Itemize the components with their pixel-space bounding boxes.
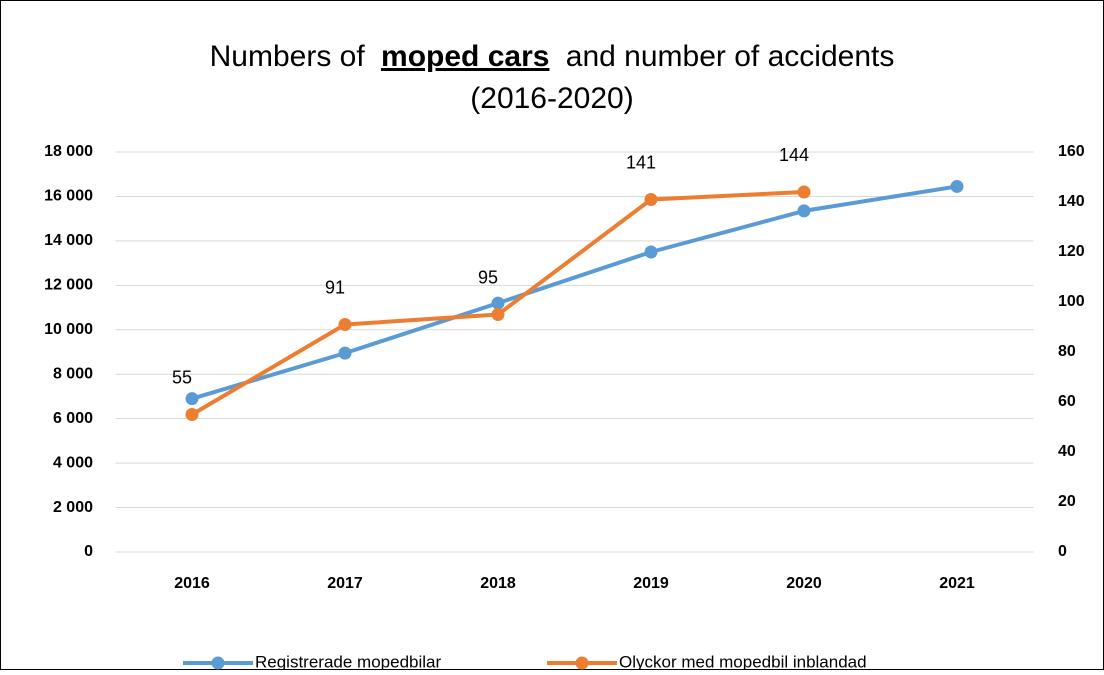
chart-subtitle: (2016-2020) xyxy=(470,82,633,115)
y-tick-label: 18 000 xyxy=(44,143,93,160)
marker xyxy=(797,185,811,199)
series-line xyxy=(191,184,958,401)
legend-label: Olyckor med mopedbil inblandad xyxy=(619,652,867,670)
y-tick-label: 2 000 xyxy=(53,499,93,516)
y-tick-label: 0 xyxy=(84,543,93,560)
y2-tick-label: 60 xyxy=(1058,393,1076,410)
y-tick-label: 4 000 xyxy=(53,454,93,471)
y2-tick-label: 80 xyxy=(1058,343,1076,360)
x-tick-label: 2017 xyxy=(327,575,363,592)
data-label: 91 xyxy=(325,277,345,297)
data-label: 144 xyxy=(779,145,809,165)
marker xyxy=(185,392,199,406)
chart-title: Numbers of moped cars and number of acci… xyxy=(210,40,895,73)
marker xyxy=(338,318,352,331)
title-emphasis: moped cars xyxy=(381,40,549,73)
y2-tick-label: 0 xyxy=(1058,543,1067,560)
title-part: Numbers of xyxy=(210,40,366,73)
marker xyxy=(797,204,811,218)
y-tick-label: 14 000 xyxy=(44,232,93,249)
x-tick-label: 2016 xyxy=(174,575,210,592)
x-tick-label: 2021 xyxy=(939,575,975,592)
y2-tick-label: 160 xyxy=(1058,143,1085,160)
y-tick-label: 6 000 xyxy=(53,410,93,427)
y2-tick-label: 40 xyxy=(1058,443,1076,460)
marker xyxy=(185,408,199,421)
x-tick-label: 2019 xyxy=(633,575,669,592)
marker xyxy=(491,296,505,310)
y2-tick-label: 140 xyxy=(1058,193,1085,210)
x-tick-label: 2020 xyxy=(786,575,822,592)
y2-tick-label: 20 xyxy=(1058,493,1076,510)
y-tick-label: 12 000 xyxy=(44,277,93,294)
legend-marker xyxy=(575,656,589,670)
y-tick-label: 8 000 xyxy=(53,365,93,382)
legend-marker xyxy=(211,656,225,670)
marker xyxy=(644,245,658,259)
data-label: 95 xyxy=(478,267,498,287)
y-tick-label: 16 000 xyxy=(44,188,93,205)
y-tick-label: 10 000 xyxy=(44,321,93,338)
data-label: 55 xyxy=(172,367,192,387)
marker xyxy=(491,308,505,321)
x-tick-label: 2018 xyxy=(480,575,516,592)
data-label: 141 xyxy=(626,152,656,172)
title-part: and number of accidents xyxy=(566,40,895,73)
y2-tick-label: 100 xyxy=(1058,293,1085,310)
marker xyxy=(338,346,352,360)
marker xyxy=(950,179,964,193)
marker xyxy=(644,193,658,206)
y2-tick-label: 120 xyxy=(1058,243,1085,260)
legend-label: Registrerade mopedbilar xyxy=(255,652,441,670)
